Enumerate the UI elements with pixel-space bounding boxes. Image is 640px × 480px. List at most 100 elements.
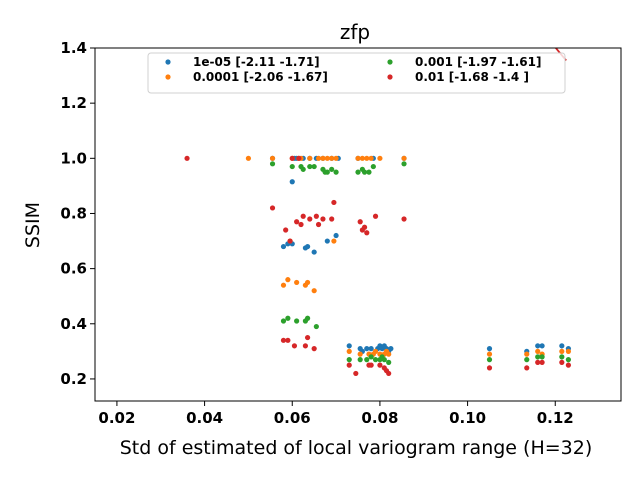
- y-tick-label: 0.6: [60, 260, 87, 278]
- legend-label: 0.001 [-1.97 -1.61]: [415, 55, 541, 69]
- y-tick-label: 1.4: [60, 39, 87, 57]
- data-point-series-0: [312, 249, 317, 254]
- y-tick-label: 1.2: [60, 94, 87, 112]
- data-point-series-2: [371, 164, 376, 169]
- data-point-series-1: [535, 349, 540, 354]
- data-point-series-3: [314, 214, 319, 219]
- fit-line-series-2: [170, 0, 567, 11]
- data-point-series-3: [294, 219, 299, 224]
- data-point-series-2: [312, 164, 317, 169]
- data-point-series-1: [246, 156, 251, 161]
- legend-marker: [387, 59, 392, 64]
- data-point-series-2: [301, 167, 306, 172]
- data-point-series-1: [559, 349, 564, 354]
- y-tick-label: 1.0: [60, 149, 87, 167]
- data-point-series-3: [358, 219, 363, 224]
- data-point-series-1: [285, 277, 290, 282]
- data-point-series-2: [358, 357, 363, 362]
- x-tick-label: 0.04: [186, 409, 223, 427]
- data-point-series-3: [347, 363, 352, 368]
- data-point-series-1: [347, 349, 352, 354]
- data-point-series-3: [362, 225, 367, 230]
- data-point-series-2: [524, 357, 529, 362]
- x-tick-label: 0.12: [537, 409, 574, 427]
- data-point-series-2: [559, 354, 564, 359]
- legend-marker: [165, 74, 170, 79]
- data-point-series-3: [487, 365, 492, 370]
- data-point-series-3: [331, 200, 336, 205]
- x-axis-ticks: 0.02 0.04 0.06 0.08 0.10 0.12: [98, 401, 573, 427]
- data-point-series-3: [184, 156, 189, 161]
- data-point-series-1: [358, 352, 363, 357]
- data-point-series-2: [355, 170, 360, 175]
- data-point-series-3: [401, 216, 406, 221]
- data-point-series-2: [333, 170, 338, 175]
- data-point-series-2: [329, 167, 334, 172]
- y-tick-label: 0.2: [60, 370, 87, 388]
- data-point-series-1: [377, 156, 382, 161]
- chart-title: zfp: [340, 20, 370, 44]
- data-point-series-0: [559, 343, 564, 348]
- data-point-series-1: [369, 156, 374, 161]
- data-point-series-0: [540, 343, 545, 348]
- data-point-series-1: [305, 280, 310, 285]
- data-point-series-1: [307, 156, 312, 161]
- data-point-series-3: [559, 360, 564, 365]
- data-point-series-3: [369, 363, 374, 368]
- x-axis-label: Std of estimated of local variogram rang…: [120, 437, 593, 459]
- x-tick-label: 0.06: [274, 409, 311, 427]
- data-point-series-1: [487, 352, 492, 357]
- data-point-series-1: [331, 238, 336, 243]
- data-point-series-1: [294, 280, 299, 285]
- data-point-series-2: [366, 170, 371, 175]
- x-tick-label: 0.08: [361, 409, 398, 427]
- data-point-series-3: [373, 214, 378, 219]
- data-point-series-1: [566, 349, 571, 354]
- legend-marker: [165, 59, 170, 64]
- data-point-series-2: [386, 360, 391, 365]
- data-point-series-3: [566, 363, 571, 368]
- data-point-series-2: [382, 357, 387, 362]
- data-point-series-3: [312, 346, 317, 351]
- data-point-series-0: [290, 179, 295, 184]
- data-point-series-2: [540, 354, 545, 359]
- data-point-series-2: [364, 357, 369, 362]
- data-point-series-2: [285, 316, 290, 321]
- data-point-series-1: [281, 283, 286, 288]
- scatter-points: [184, 156, 571, 376]
- data-point-series-2: [290, 164, 295, 169]
- data-point-series-0: [388, 346, 393, 351]
- data-point-series-3: [540, 360, 545, 365]
- y-axis-label: SSIM: [22, 202, 44, 248]
- data-point-series-3: [307, 216, 312, 221]
- data-point-series-2: [281, 318, 286, 323]
- data-point-series-1: [373, 349, 378, 354]
- data-point-series-2: [294, 318, 299, 323]
- data-point-series-0: [281, 244, 286, 249]
- data-point-series-2: [369, 354, 374, 359]
- data-point-series-2: [270, 161, 275, 166]
- data-point-series-0: [369, 346, 374, 351]
- legend-label: 0.0001 [-2.06 -1.67]: [193, 70, 328, 84]
- data-point-series-1: [312, 288, 317, 293]
- data-point-series-3: [290, 156, 295, 161]
- data-point-series-3: [353, 371, 358, 376]
- data-point-series-3: [292, 343, 297, 348]
- data-point-series-2: [566, 357, 571, 362]
- data-point-series-3: [298, 222, 303, 227]
- y-tick-label: 0.4: [60, 315, 87, 333]
- data-point-series-3: [303, 343, 308, 348]
- data-point-series-0: [333, 233, 338, 238]
- data-point-series-2: [314, 324, 319, 329]
- data-point-series-2: [305, 316, 310, 321]
- data-point-series-0: [347, 343, 352, 348]
- data-point-series-3: [386, 371, 391, 376]
- y-tick-label: 0.8: [60, 204, 87, 222]
- data-point-series-0: [487, 346, 492, 351]
- legend-marker: [387, 74, 392, 79]
- legend-label: 0.01 [-1.68 -1.4 ]: [415, 70, 529, 84]
- data-point-series-3: [316, 222, 321, 227]
- data-point-series-2: [401, 161, 406, 166]
- data-point-series-3: [301, 214, 306, 219]
